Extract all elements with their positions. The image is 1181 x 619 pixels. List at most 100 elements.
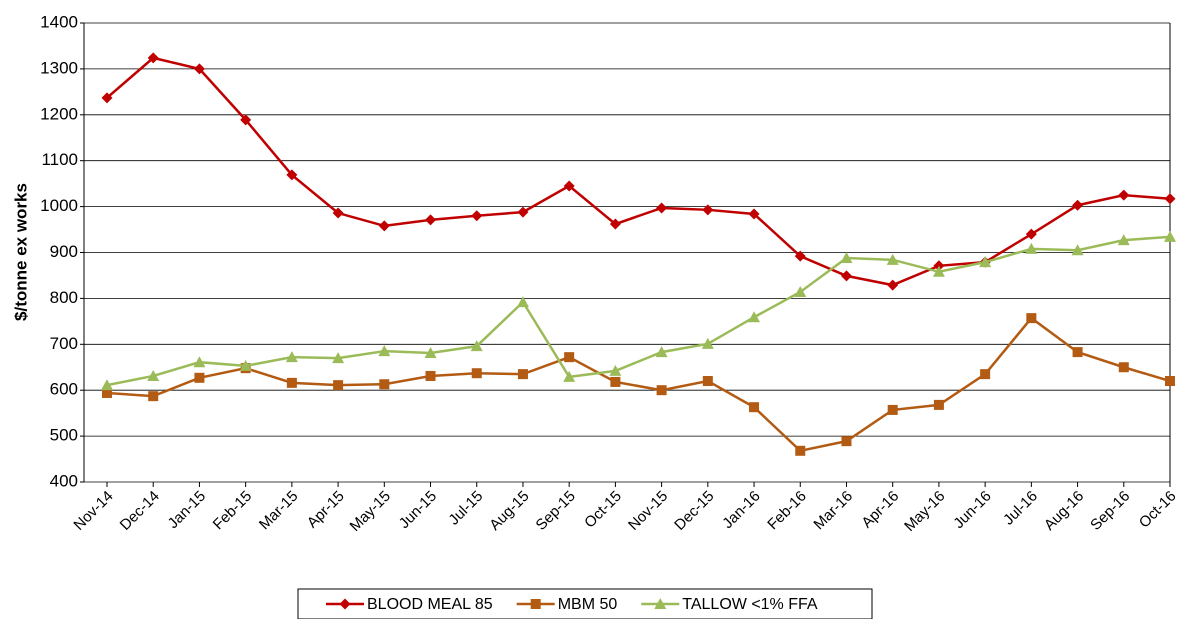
- x-tick-label: May-16: [901, 488, 948, 535]
- y-tick-label: 1100: [41, 150, 78, 169]
- x-tick-label: Mar-15: [256, 488, 302, 534]
- marker: [517, 206, 529, 218]
- marker: [795, 445, 806, 456]
- x-tick-label: Dec-15: [671, 488, 717, 534]
- marker: [379, 379, 390, 390]
- marker: [240, 114, 252, 126]
- marker: [1026, 313, 1037, 324]
- marker: [147, 52, 159, 64]
- y-tick-label: 900: [50, 242, 78, 261]
- x-tick-label: Nov-15: [625, 488, 671, 534]
- y-tick-label: 800: [50, 288, 78, 307]
- legend-label: MBM 50: [558, 596, 618, 613]
- marker: [332, 352, 345, 364]
- marker: [563, 180, 575, 192]
- marker: [239, 359, 252, 371]
- x-tick-label: Apr-16: [858, 488, 902, 532]
- y-tick-label: 1400: [40, 12, 78, 31]
- x-tick-label: Jun-15: [396, 488, 440, 532]
- marker: [286, 169, 298, 181]
- marker: [841, 436, 852, 447]
- marker: [886, 253, 899, 265]
- marker: [702, 204, 714, 216]
- x-tick-label: Sep-16: [1087, 488, 1133, 534]
- marker: [654, 598, 667, 609]
- marker: [193, 356, 206, 368]
- x-tick-label: Jan-16: [719, 488, 763, 532]
- x-tick-label: Aug-16: [1041, 488, 1087, 534]
- marker: [516, 296, 529, 308]
- marker: [887, 404, 898, 415]
- marker: [932, 265, 945, 277]
- marker: [656, 202, 668, 214]
- x-tick-label: Mar-16: [810, 488, 856, 534]
- marker: [286, 377, 297, 388]
- marker: [101, 379, 113, 391]
- marker: [517, 369, 528, 380]
- x-tick-label: Jul-15: [445, 488, 486, 529]
- marker: [1025, 242, 1038, 254]
- marker: [748, 311, 761, 323]
- marker: [332, 207, 344, 219]
- x-tick-label: Oct-16: [1136, 488, 1180, 532]
- marker: [1165, 376, 1175, 387]
- x-tick-label: Nov-14: [70, 488, 116, 534]
- marker: [610, 376, 621, 387]
- marker: [656, 385, 667, 396]
- x-tick-label: Apr-15: [304, 488, 348, 532]
- x-tick-label: Jan-15: [165, 488, 209, 532]
- marker: [470, 340, 483, 352]
- marker: [425, 214, 437, 226]
- marker: [563, 370, 576, 382]
- marker: [794, 250, 806, 262]
- marker: [471, 210, 483, 222]
- marker: [609, 218, 621, 230]
- y-axis-label: $/tonne ex works: [11, 183, 30, 321]
- marker: [1072, 199, 1084, 211]
- legend-box: [297, 588, 873, 619]
- marker: [378, 345, 391, 357]
- marker: [378, 220, 390, 232]
- marker: [193, 63, 205, 75]
- marker: [1164, 230, 1176, 242]
- marker: [702, 376, 713, 387]
- x-tick-label: May-15: [347, 488, 394, 535]
- x-tick-label: Jul-16: [1000, 488, 1041, 529]
- marker: [887, 279, 899, 291]
- marker: [564, 352, 575, 363]
- marker: [425, 370, 436, 381]
- x-tick-label: Oct-15: [581, 488, 625, 532]
- marker: [1118, 362, 1129, 373]
- marker: [1118, 189, 1130, 201]
- y-tick-label: 1000: [40, 196, 78, 215]
- x-tick-label: Feb-16: [764, 488, 810, 534]
- x-tick-label: Feb-15: [210, 488, 256, 534]
- marker: [840, 252, 853, 264]
- y-tick-label: 1200: [40, 104, 78, 123]
- marker: [339, 598, 351, 610]
- legend-label: TALLOW <1% FFA: [682, 596, 818, 613]
- x-tick-label: Jun-16: [950, 488, 994, 532]
- marker: [471, 368, 482, 379]
- marker: [1071, 244, 1084, 256]
- marker: [148, 391, 159, 402]
- marker: [1072, 347, 1083, 358]
- marker: [749, 402, 760, 413]
- series-line: [106, 316, 1171, 453]
- marker: [840, 270, 852, 282]
- x-tick-label: Aug-15: [486, 488, 532, 534]
- y-tick-label: 500: [50, 426, 78, 445]
- marker: [609, 364, 622, 376]
- marker: [102, 387, 112, 398]
- legend: BLOOD MEAL 85 MBM 50 TALLOW <1% FFA: [297, 588, 873, 619]
- x-tick-label: Dec-14: [117, 488, 163, 534]
- marker: [748, 208, 760, 220]
- marker: [655, 346, 668, 358]
- marker: [147, 369, 160, 381]
- marker: [794, 285, 807, 297]
- marker: [701, 337, 714, 349]
- y-tick-label: 600: [50, 380, 78, 399]
- y-tick-label: 700: [50, 334, 78, 353]
- marker: [933, 399, 944, 410]
